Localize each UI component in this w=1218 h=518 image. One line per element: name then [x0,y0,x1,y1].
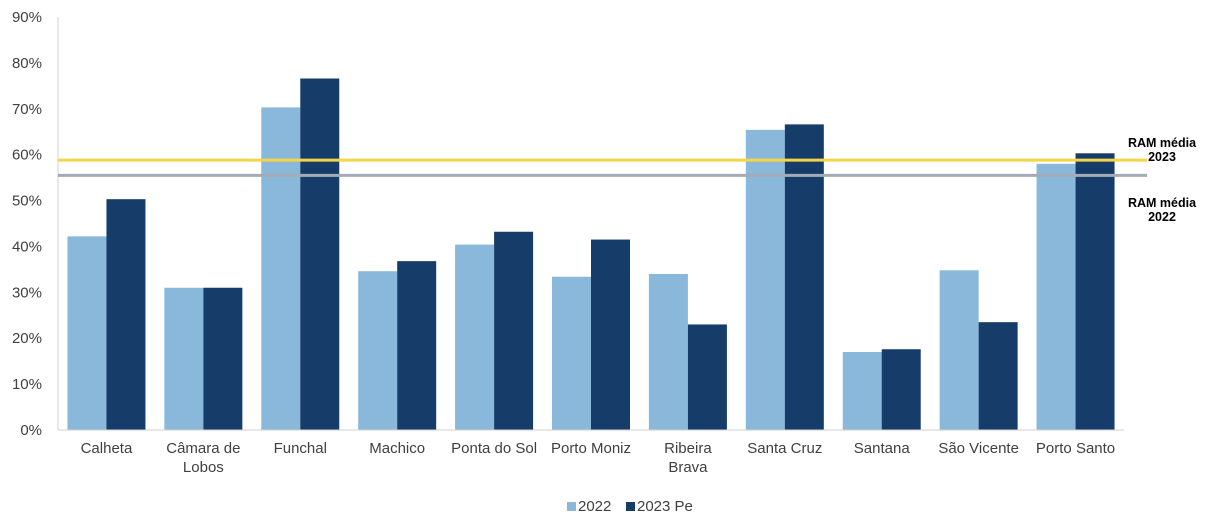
y-tick-label: 70% [12,101,42,118]
y-tick-label: 0% [20,422,42,439]
bar-2022 [552,276,591,430]
bar-2022 [1036,163,1076,430]
bar-2023-pe [687,324,727,430]
bar-2023-pe [494,231,534,430]
bar-2023-pe [591,239,630,430]
y-axis-ticks: 0% 10% 20% 30% 40% 50% 60% 70% 80% 90% [12,9,42,439]
bar-2022 [164,287,204,430]
bar-2023-pe [784,124,824,430]
category-label: Porto Moniz [551,440,631,457]
bar-2023-pe [397,261,437,430]
y-tick-label: 40% [12,238,42,255]
reference-line-label: RAM média 2022 [1128,196,1197,224]
bar-2022 [939,270,979,430]
x-axis-categories: Calheta Câmara de Lobos Funchal Machico Ponta… [81,440,1116,476]
legend-swatch [626,502,635,511]
y-tick-label: 60% [12,147,42,164]
y-tick-label: 50% [12,193,42,210]
reference-line-label: RAM média 2023 [1128,136,1197,164]
category-label: Calheta [81,440,133,457]
category-label: Câmara de Lobos [166,440,240,476]
category-label: Santa Cruz [747,440,822,457]
bars [67,78,1115,431]
category-label: Funchal [274,440,327,457]
y-tick-label: 10% [12,376,42,393]
bar-2022 [261,107,301,430]
y-tick-label: 30% [12,284,42,301]
legend-label: 2022 [578,498,611,515]
bar-2023-pe [203,287,243,430]
bar-2023-pe [300,78,340,430]
y-tick-label: 90% [12,9,42,26]
category-label: São Vicente [938,440,1019,457]
bar-2022 [745,129,785,431]
bar-2022 [842,351,882,430]
category-label: Ribeira Brava [664,440,712,476]
bar-2022 [67,236,107,430]
category-label: Machico [369,440,425,457]
bar-2022 [455,244,495,430]
reference-lines: RAM média 2023 RAM média 2022 [58,136,1197,224]
category-label: Porto Santo [1036,440,1115,457]
legend-swatch [567,502,576,511]
category-label: Ponta do Sol [451,440,537,457]
y-tick-label: 20% [12,330,42,347]
bar-2023-pe [881,349,921,430]
legend-label: 2023 Pe [637,498,693,515]
bar-2023-pe [1075,153,1115,431]
legend: 2022 2023 Pe [567,498,693,515]
bar-2022 [358,271,398,430]
bar-2023-pe [106,199,146,430]
y-tick-label: 80% [12,55,42,72]
bar-2023-pe [978,322,1018,430]
bar-2022 [648,273,688,430]
category-label: Santana [854,440,911,457]
